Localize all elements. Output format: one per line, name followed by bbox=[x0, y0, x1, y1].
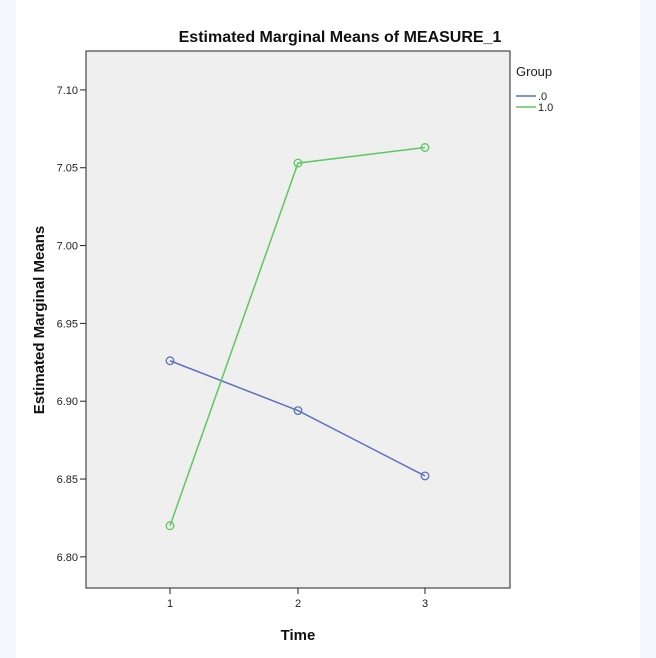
y-axis-title: Estimated Marginal Means bbox=[31, 226, 48, 414]
legend-label: .0 bbox=[538, 91, 547, 103]
chart-title: Estimated Marginal Means of MEASURE_1 bbox=[179, 29, 502, 46]
y-tick-label: 6.85 bbox=[57, 474, 78, 486]
x-axis: 1 2 3 bbox=[167, 588, 428, 610]
x-tick-label: 2 bbox=[295, 598, 301, 610]
legend-label: 1.0 bbox=[538, 102, 553, 114]
y-tick-label: 6.90 bbox=[57, 396, 78, 408]
data-point bbox=[420, 471, 430, 481]
legend: Group .01.0 bbox=[516, 64, 553, 114]
line-chart: Estimated Marginal Means of MEASURE_1 6.… bbox=[31, 29, 553, 644]
y-tick-label: 7.10 bbox=[57, 85, 78, 97]
series-line bbox=[169, 360, 426, 477]
y-tick-label: 7.05 bbox=[57, 163, 78, 175]
y-tick-label: 6.80 bbox=[57, 552, 78, 564]
y-axis: 6.80 6.85 6.90 6.95 7.00 7.05 7.10 bbox=[57, 85, 86, 564]
chart-panel: Estimated Marginal Means of MEASURE_1 6.… bbox=[16, 0, 640, 658]
data-point bbox=[165, 356, 175, 366]
data-point bbox=[420, 143, 430, 152]
series-layer bbox=[165, 143, 430, 531]
x-tick-label: 1 bbox=[167, 598, 173, 610]
y-tick-label: 7.00 bbox=[57, 241, 78, 253]
x-axis-title: Time bbox=[281, 627, 316, 644]
data-point bbox=[165, 521, 175, 531]
data-point bbox=[293, 406, 303, 416]
y-tick-label: 6.95 bbox=[57, 318, 78, 330]
data-point bbox=[293, 158, 303, 168]
plot-area bbox=[85, 50, 511, 589]
legend-title: Group bbox=[516, 64, 552, 79]
series-line bbox=[169, 146, 426, 526]
x-tick-label: 3 bbox=[422, 598, 428, 610]
